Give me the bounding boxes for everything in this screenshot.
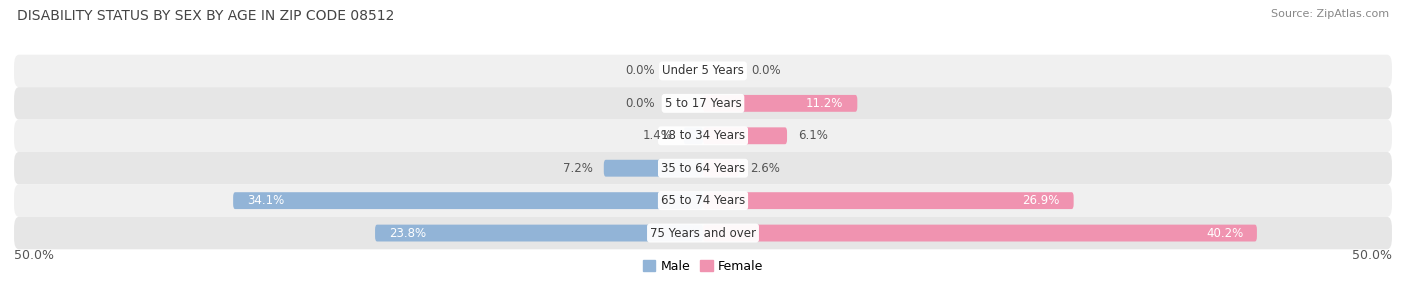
Legend: Male, Female: Male, Female bbox=[638, 255, 768, 278]
FancyBboxPatch shape bbox=[14, 87, 1392, 119]
FancyBboxPatch shape bbox=[703, 192, 1074, 209]
Text: DISABILITY STATUS BY SEX BY AGE IN ZIP CODE 08512: DISABILITY STATUS BY SEX BY AGE IN ZIP C… bbox=[17, 9, 394, 23]
Text: 50.0%: 50.0% bbox=[1353, 249, 1392, 262]
Text: 26.9%: 26.9% bbox=[1022, 194, 1060, 207]
FancyBboxPatch shape bbox=[233, 192, 703, 209]
Text: 7.2%: 7.2% bbox=[562, 162, 593, 175]
Text: 5 to 17 Years: 5 to 17 Years bbox=[665, 97, 741, 110]
FancyBboxPatch shape bbox=[375, 225, 703, 241]
FancyBboxPatch shape bbox=[703, 160, 738, 177]
FancyBboxPatch shape bbox=[703, 127, 787, 144]
Text: 0.0%: 0.0% bbox=[626, 64, 655, 78]
Text: 75 Years and over: 75 Years and over bbox=[650, 226, 756, 240]
Text: 65 to 74 Years: 65 to 74 Years bbox=[661, 194, 745, 207]
FancyBboxPatch shape bbox=[603, 160, 703, 177]
Text: Under 5 Years: Under 5 Years bbox=[662, 64, 744, 78]
Text: 23.8%: 23.8% bbox=[389, 226, 426, 240]
Text: 18 to 34 Years: 18 to 34 Years bbox=[661, 129, 745, 142]
Text: 11.2%: 11.2% bbox=[806, 97, 844, 110]
Text: 0.0%: 0.0% bbox=[751, 64, 780, 78]
Text: 34.1%: 34.1% bbox=[247, 194, 284, 207]
FancyBboxPatch shape bbox=[703, 95, 858, 112]
Text: 50.0%: 50.0% bbox=[14, 249, 53, 262]
FancyBboxPatch shape bbox=[14, 152, 1392, 185]
Text: 40.2%: 40.2% bbox=[1206, 226, 1243, 240]
FancyBboxPatch shape bbox=[14, 185, 1392, 217]
FancyBboxPatch shape bbox=[14, 55, 1392, 87]
Text: 1.4%: 1.4% bbox=[643, 129, 672, 142]
Text: 35 to 64 Years: 35 to 64 Years bbox=[661, 162, 745, 175]
FancyBboxPatch shape bbox=[14, 119, 1392, 152]
Text: 2.6%: 2.6% bbox=[749, 162, 780, 175]
Text: 0.0%: 0.0% bbox=[626, 97, 655, 110]
Text: 6.1%: 6.1% bbox=[799, 129, 828, 142]
FancyBboxPatch shape bbox=[14, 217, 1392, 249]
FancyBboxPatch shape bbox=[703, 225, 1257, 241]
Text: Source: ZipAtlas.com: Source: ZipAtlas.com bbox=[1271, 9, 1389, 19]
FancyBboxPatch shape bbox=[683, 127, 703, 144]
